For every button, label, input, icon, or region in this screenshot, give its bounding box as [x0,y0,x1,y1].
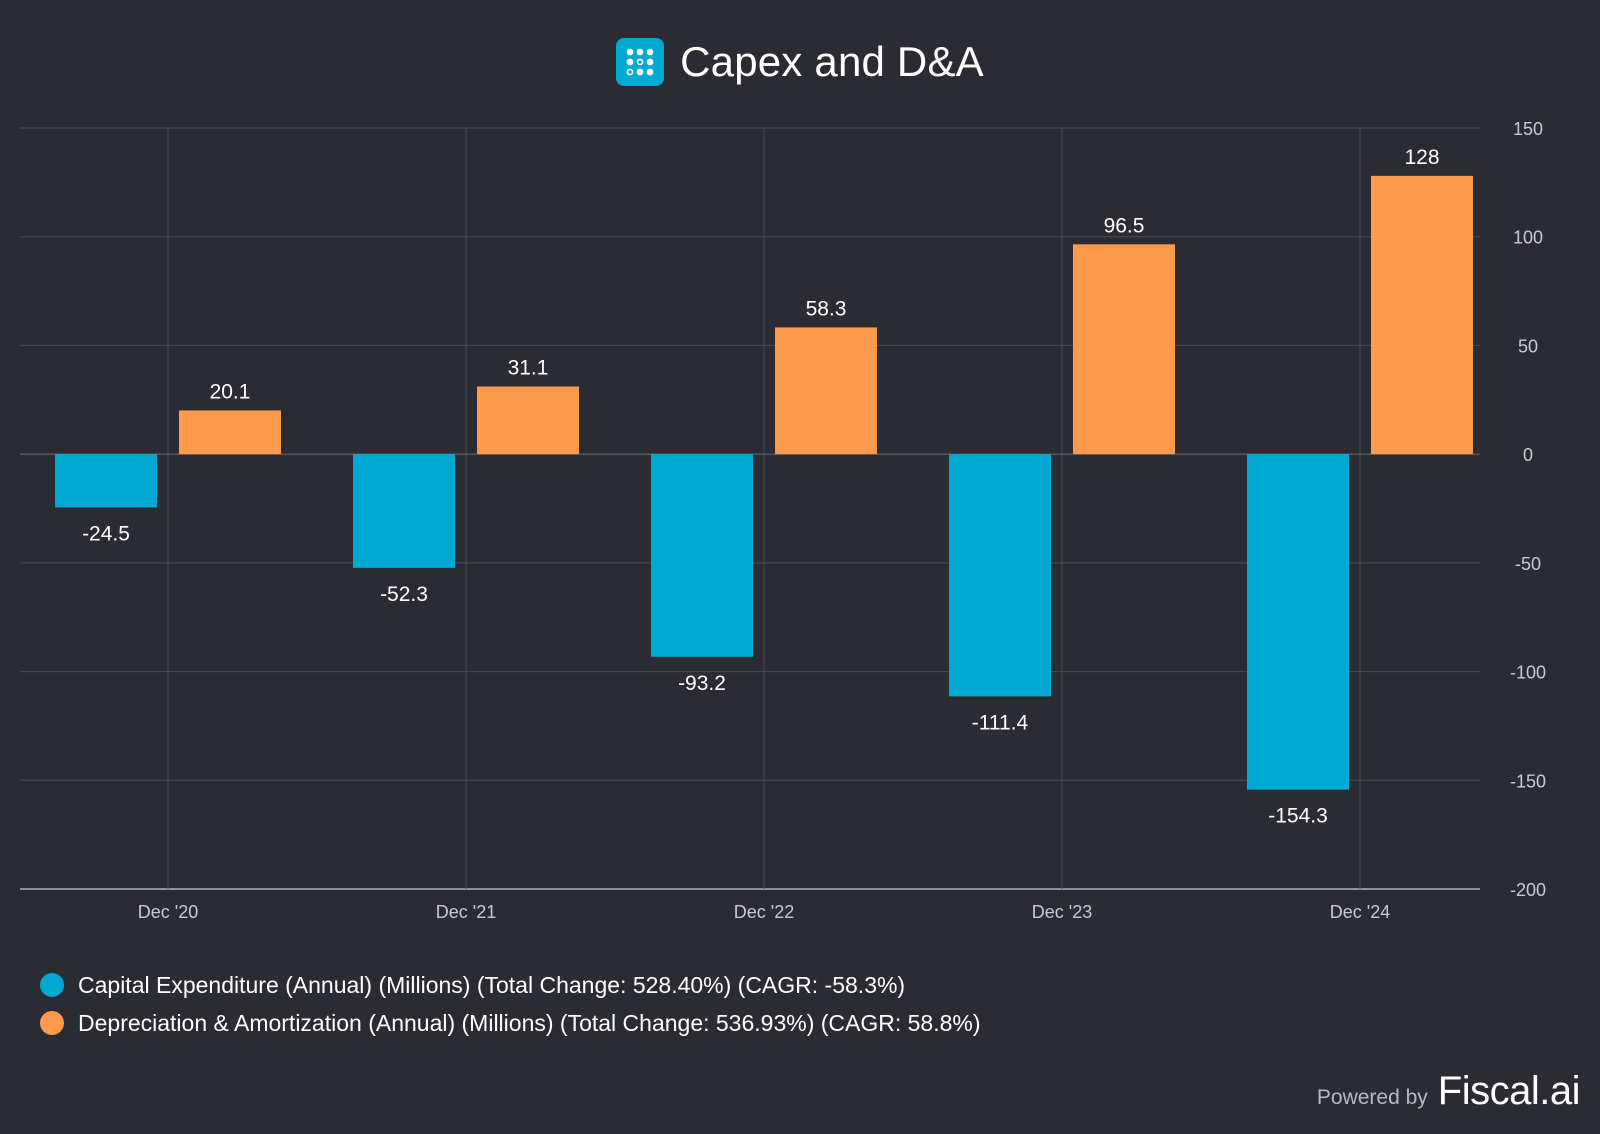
bar-dna[interactable] [179,410,281,455]
data-label: 58.3 [806,297,847,320]
x-tick-label: Dec '22 [734,902,794,922]
data-label: -111.4 [972,711,1029,734]
data-label: 96.5 [1104,214,1145,237]
bar-dna[interactable] [1371,175,1473,455]
data-label: -52.3 [380,583,428,606]
legend-item-capex[interactable]: Capital Expenditure (Annual) (Millions) … [40,972,981,998]
y-tick-label: 150 [1513,119,1543,139]
y-tick-label: -150 [1510,771,1546,791]
x-tick-label: Dec '20 [138,902,198,922]
data-label: -154.3 [1268,805,1328,828]
y-tick-label: -200 [1510,880,1546,900]
legend-label-dna: Depreciation & Amortization (Annual) (Mi… [78,1009,981,1036]
bar-capex[interactable] [949,454,1051,697]
data-label: 20.1 [210,380,251,403]
legend-label-capex: Capital Expenditure (Annual) (Millions) … [78,971,906,998]
y-tick-label: 0 [1523,445,1533,465]
data-labels-layer: -24.5 20.1 -52.3 31.1 -93.2 58.3 -111.4 96.5 -15… [82,146,1439,828]
powered-by-branding[interactable]: Powered by Fiscal.ai [1316,1069,1581,1114]
y-tick-label: -100 [1510,663,1546,683]
x-tick-label: Dec '21 [436,902,496,922]
bars-layer [55,175,1473,790]
data-label: -93.2 [678,672,726,695]
y-tick-label: -50 [1515,554,1541,574]
y-tick-label: 50 [1518,336,1538,356]
x-tick-label: Dec '23 [1032,902,1092,922]
data-label: 128 [1404,146,1439,169]
chart-header: Capex and D&A [0,34,1600,90]
powered-by-label: Powered by [1316,1086,1428,1109]
data-label: 31.1 [508,357,549,380]
fiscal-dots-icon [616,38,665,86]
chart-title: Capex and D&A [680,38,984,85]
legend-swatch-dna [40,1011,64,1035]
x-tick-label: Dec '24 [1330,902,1390,922]
brand-logo-text: Fiscal.ai [1437,1069,1581,1113]
bar-capex[interactable] [55,454,157,508]
bar-capex[interactable] [353,454,455,568]
bar-dna[interactable] [477,386,579,455]
legend-item-dna[interactable]: Depreciation & Amortization (Annual) (Mi… [40,1010,981,1036]
data-label: -24.5 [82,522,130,545]
legend-swatch-capex [40,973,64,997]
axis-layer: 150 100 50 0 -50 -100 -150 -200 Dec '20 Dec '21 De… [138,119,1546,922]
bar-dna[interactable] [775,327,877,455]
bar-dna[interactable] [1073,244,1175,455]
bar-capex[interactable] [651,454,753,657]
chart-legend: Capital Expenditure (Annual) (Millions) … [40,972,981,1036]
bar-capex[interactable] [1247,454,1349,790]
y-tick-label: 100 [1513,228,1543,248]
